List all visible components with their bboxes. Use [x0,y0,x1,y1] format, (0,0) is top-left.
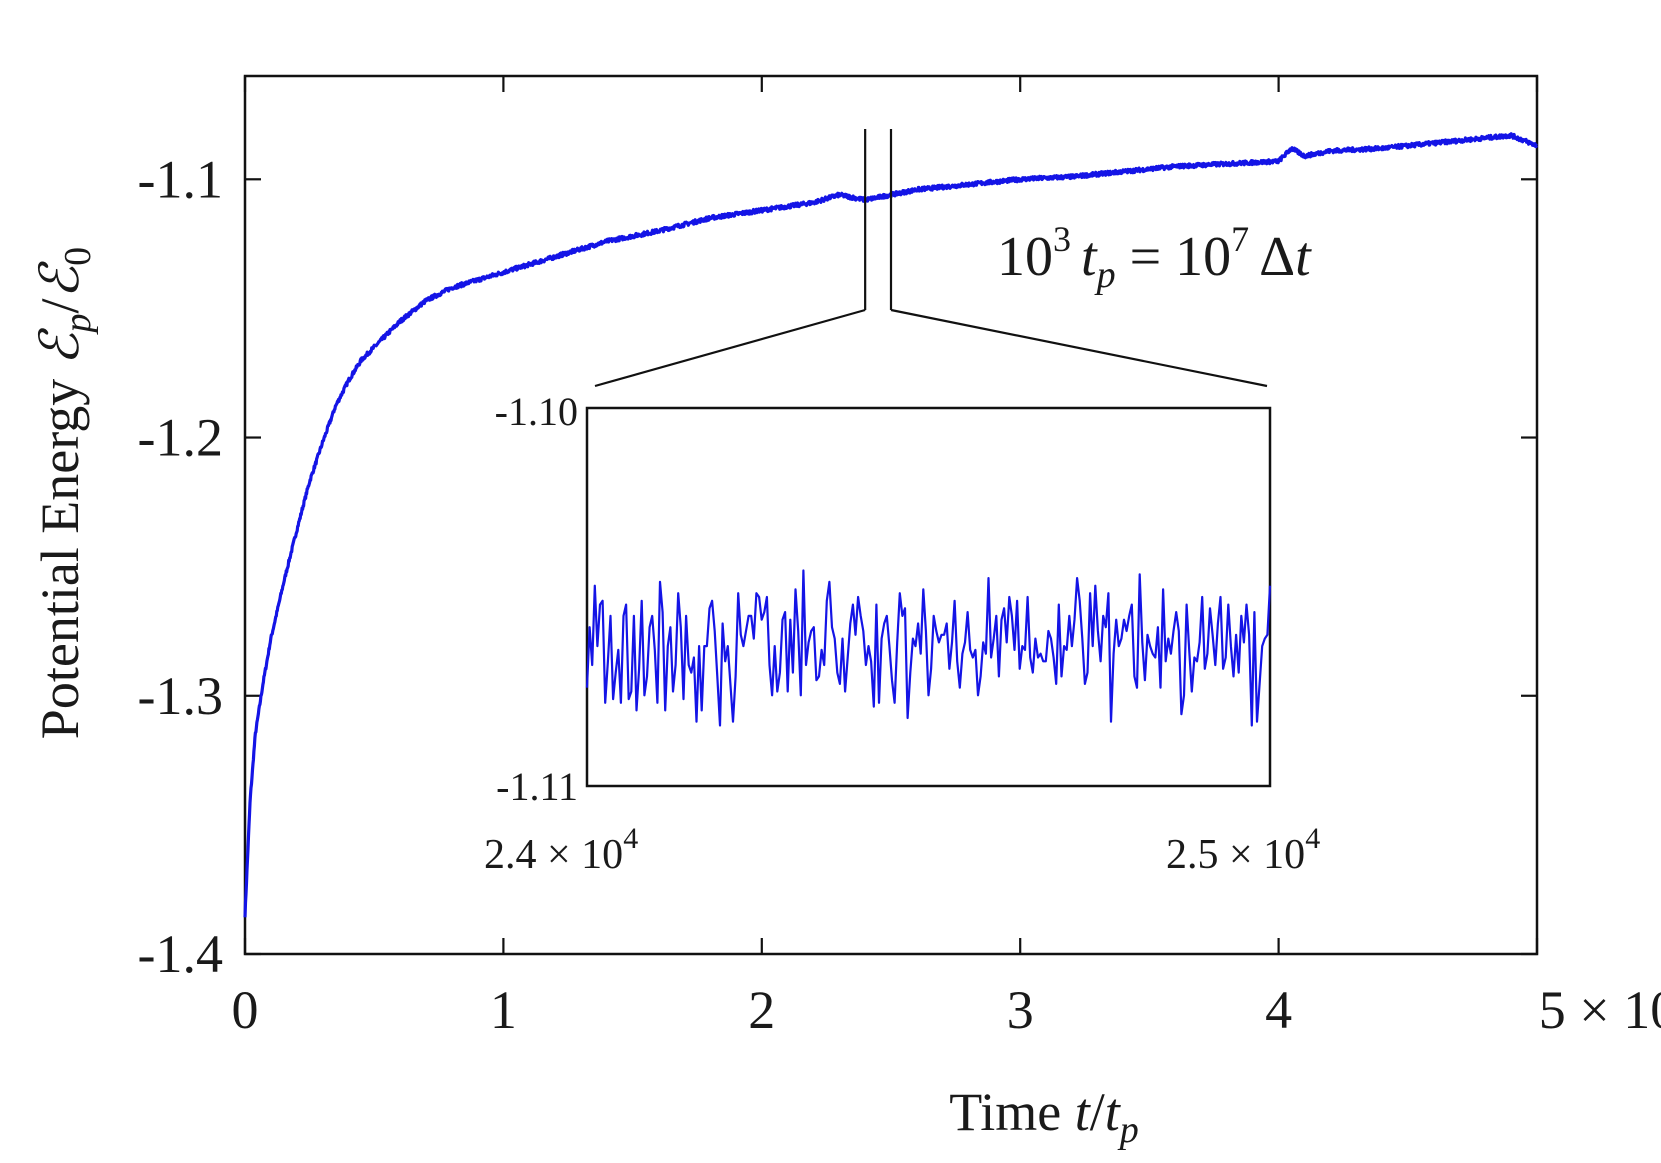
y-axis-label: Potential Energy ℰp/ℰ0 [30,247,99,739]
zoom-line-right [890,308,1268,388]
x-tick-label: 2 [748,980,775,1040]
inset-y-tick-bottom: -1.11 [496,764,578,809]
x-tick-label: 1 [490,980,517,1040]
y-tick-label: -1.4 [138,924,223,984]
x-axis-label: Time t/tp [949,1082,1139,1151]
main-plot-frame [243,74,1539,956]
y-tick-label: -1.3 [138,666,223,726]
x-tick-label: 4 [1265,980,1292,1040]
annotation: 103 tp = 107 Δt [997,219,1312,296]
inset-y-tick-top: -1.10 [495,389,578,434]
y-tick-label: -1.1 [138,149,223,209]
inset-x-tick-right: 2.5 × 104 [1166,822,1320,878]
inset-frame [585,406,1272,788]
zoom-connector [594,129,1268,388]
x-tick-label: 5 × 104 [1539,972,1661,1040]
x-tick-label: 0 [232,980,259,1040]
inset-x-tick-left: 2.4 × 104 [484,822,638,878]
y-tick-label: -1.2 [138,408,223,468]
inset-series-line [585,569,1272,727]
zoom-line-left [594,308,866,388]
x-tick-label: 3 [1007,980,1034,1040]
